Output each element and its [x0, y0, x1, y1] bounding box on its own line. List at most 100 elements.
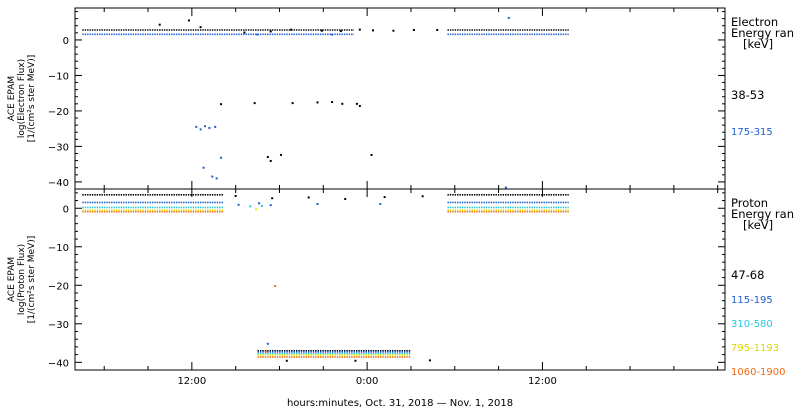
series-1: [82, 19, 569, 34]
data-point: [436, 29, 439, 32]
data-point: [331, 33, 334, 36]
data-point: [279, 153, 282, 156]
series-5: [82, 210, 569, 358]
series-3: [82, 204, 569, 355]
data-point: [265, 350, 268, 353]
data-point: [316, 101, 319, 104]
x-tick-label: 12:00: [177, 376, 206, 387]
data-point: [504, 186, 507, 189]
panel-2: 0 −10 −20 −30 −40 ACE EPAM log(Proton Flux) [1/…: [7, 186, 794, 378]
y-axis-label: ACE EPAM: [7, 257, 17, 302]
data-point: [383, 196, 386, 199]
data-point: [392, 29, 395, 32]
data-point: [202, 166, 205, 169]
data-point: [291, 102, 294, 105]
data-point: [208, 126, 211, 129]
data-point: [316, 203, 319, 206]
series-4: [82, 208, 569, 356]
legend-title: Energy ran: [731, 26, 794, 40]
data-point: [220, 103, 223, 106]
y-tick-label: −30: [48, 320, 69, 331]
data-point: [215, 177, 218, 180]
y-axis-label: log(Proton Flux): [17, 244, 27, 315]
legend-unit: [keV]: [743, 218, 773, 232]
data-point: [428, 359, 431, 362]
data-point: [220, 156, 223, 159]
legend-title: Energy ran: [731, 207, 794, 221]
x-tick-label: 12:00: [528, 376, 557, 387]
data-point: [358, 28, 361, 31]
series-3: [220, 101, 373, 162]
data-point: [371, 29, 374, 32]
legend-entry: 115-195: [731, 295, 773, 306]
y-tick-label: −30: [48, 142, 69, 153]
y-tick-label: −20: [48, 281, 69, 292]
y-tick-label: 0: [63, 204, 69, 215]
y-tick-label: −10: [48, 71, 69, 82]
legend-unit: [keV]: [743, 37, 773, 51]
data-point: [255, 208, 258, 211]
data-point: [271, 197, 274, 200]
data-point: [269, 204, 272, 207]
data-point: [307, 196, 310, 199]
series-2: [82, 16, 569, 180]
y-axis-label: ACE EPAM: [7, 76, 17, 121]
data-point: [199, 128, 202, 131]
data-point: [258, 202, 261, 205]
data-point: [269, 159, 272, 162]
data-point: [379, 203, 382, 206]
data-point: [187, 19, 190, 22]
data-point: [269, 30, 272, 33]
plot-frame: [74, 188, 726, 371]
x-tick-label: 0:00: [356, 376, 378, 387]
y-tick-label: −40: [48, 358, 69, 369]
data-point: [341, 102, 344, 105]
data-point: [211, 175, 214, 178]
data-point: [237, 203, 240, 206]
legend-title: Electron: [731, 15, 778, 29]
data-point: [195, 125, 198, 128]
series-2: [82, 186, 569, 353]
data-point: [274, 285, 277, 288]
series-1: [82, 193, 569, 362]
data-point: [355, 102, 358, 105]
data-point: [199, 26, 202, 29]
y-axis-label: log(Electron Flux): [17, 59, 27, 138]
data-point: [253, 102, 256, 105]
data-point: [249, 205, 252, 208]
data-point: [344, 198, 347, 201]
legend-title: Proton: [731, 196, 768, 210]
data-point: [354, 359, 357, 362]
data-point: [370, 153, 373, 156]
data-point: [358, 104, 361, 107]
data-point: [234, 194, 237, 197]
data-point: [256, 33, 259, 36]
legend-entry: 175-315: [731, 127, 773, 138]
y-axis-label: [1/(cm²s ster MeV)]: [27, 236, 37, 323]
legend-entry: 1060-1900: [731, 367, 786, 378]
y-tick-label: −10: [48, 243, 69, 254]
data-point: [320, 29, 323, 32]
y-tick-label: −40: [48, 178, 69, 189]
plot-frame: [74, 7, 726, 190]
y-tick-label: −20: [48, 107, 69, 118]
data-point: [421, 195, 424, 198]
data-point: [285, 359, 288, 362]
data-point: [339, 30, 342, 33]
data-point: [260, 204, 263, 207]
legend-entry: 795-1193: [731, 343, 779, 354]
data-point: [158, 23, 161, 26]
y-tick-label: 0: [63, 36, 69, 47]
data-point: [204, 125, 206, 128]
data-point: [243, 31, 246, 34]
y-axis-label: [1/(cm²s ster MeV)]: [27, 55, 37, 142]
legend-entry: 38-53: [731, 88, 764, 102]
data-point: [507, 16, 510, 19]
legend-entry: 310-580: [731, 319, 773, 330]
data-point: [214, 125, 217, 128]
data-point: [331, 101, 334, 104]
